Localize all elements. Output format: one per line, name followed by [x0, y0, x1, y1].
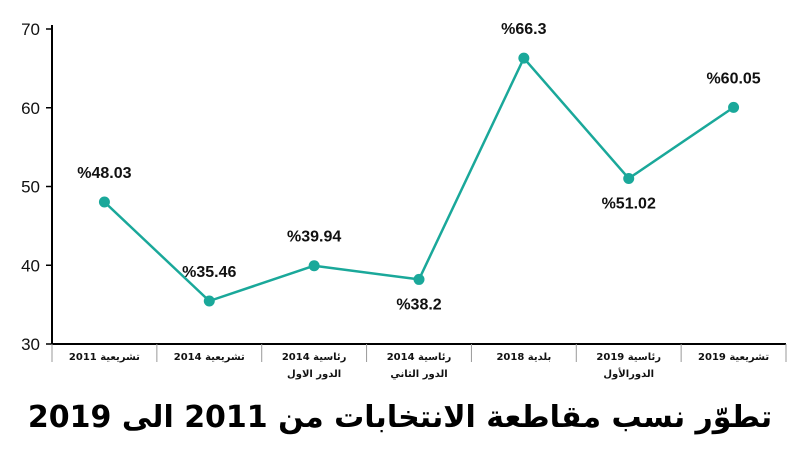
y-tick-label: 60: [21, 99, 40, 118]
data-label: %48.03: [77, 165, 131, 182]
data-point: [203, 295, 215, 307]
data-label: %39.94: [287, 229, 341, 246]
chart-title: تطوّر نسب مقاطعة الانتخابات من 2011 الى …: [27, 400, 773, 435]
data-label: %35.46: [182, 264, 236, 281]
data-point: [728, 101, 740, 113]
y-tick-label: 70: [21, 20, 40, 39]
y-tick-label: 30: [21, 335, 40, 354]
x-tick-label: الدورالأول: [603, 367, 654, 380]
x-tick-label: الدور الثاني: [390, 369, 447, 380]
x-tick-label: رئاسية 2014: [387, 352, 452, 363]
x-tick-label: تشريعية 2014: [174, 352, 245, 363]
data-label: %51.02: [602, 195, 656, 212]
x-tick-label: الدور الاول: [287, 369, 341, 380]
data-point: [308, 260, 320, 272]
data-point: [623, 172, 635, 184]
x-tick-label: تشريعية 2011: [69, 352, 140, 363]
data-label: %60.05: [706, 70, 760, 87]
data-point: [518, 52, 530, 64]
data-label: %38.2: [396, 296, 441, 313]
x-tick-label: رئاسية 2014: [282, 352, 347, 363]
y-tick-label: 50: [21, 178, 40, 197]
data-label: %66.3: [501, 21, 546, 38]
x-tick-label: رئاسية 2019: [596, 352, 661, 363]
data-point: [98, 196, 110, 208]
data-point: [413, 273, 425, 285]
chart-svg: 30 40 50 60 70 تشريعية 2011 تشريعية 2014 رئاسية…: [21, 20, 787, 380]
x-tick-label: تشريعية 2019: [698, 352, 769, 363]
x-tick-label: بلدية 2018: [496, 352, 551, 363]
y-tick-label: 40: [21, 256, 40, 275]
